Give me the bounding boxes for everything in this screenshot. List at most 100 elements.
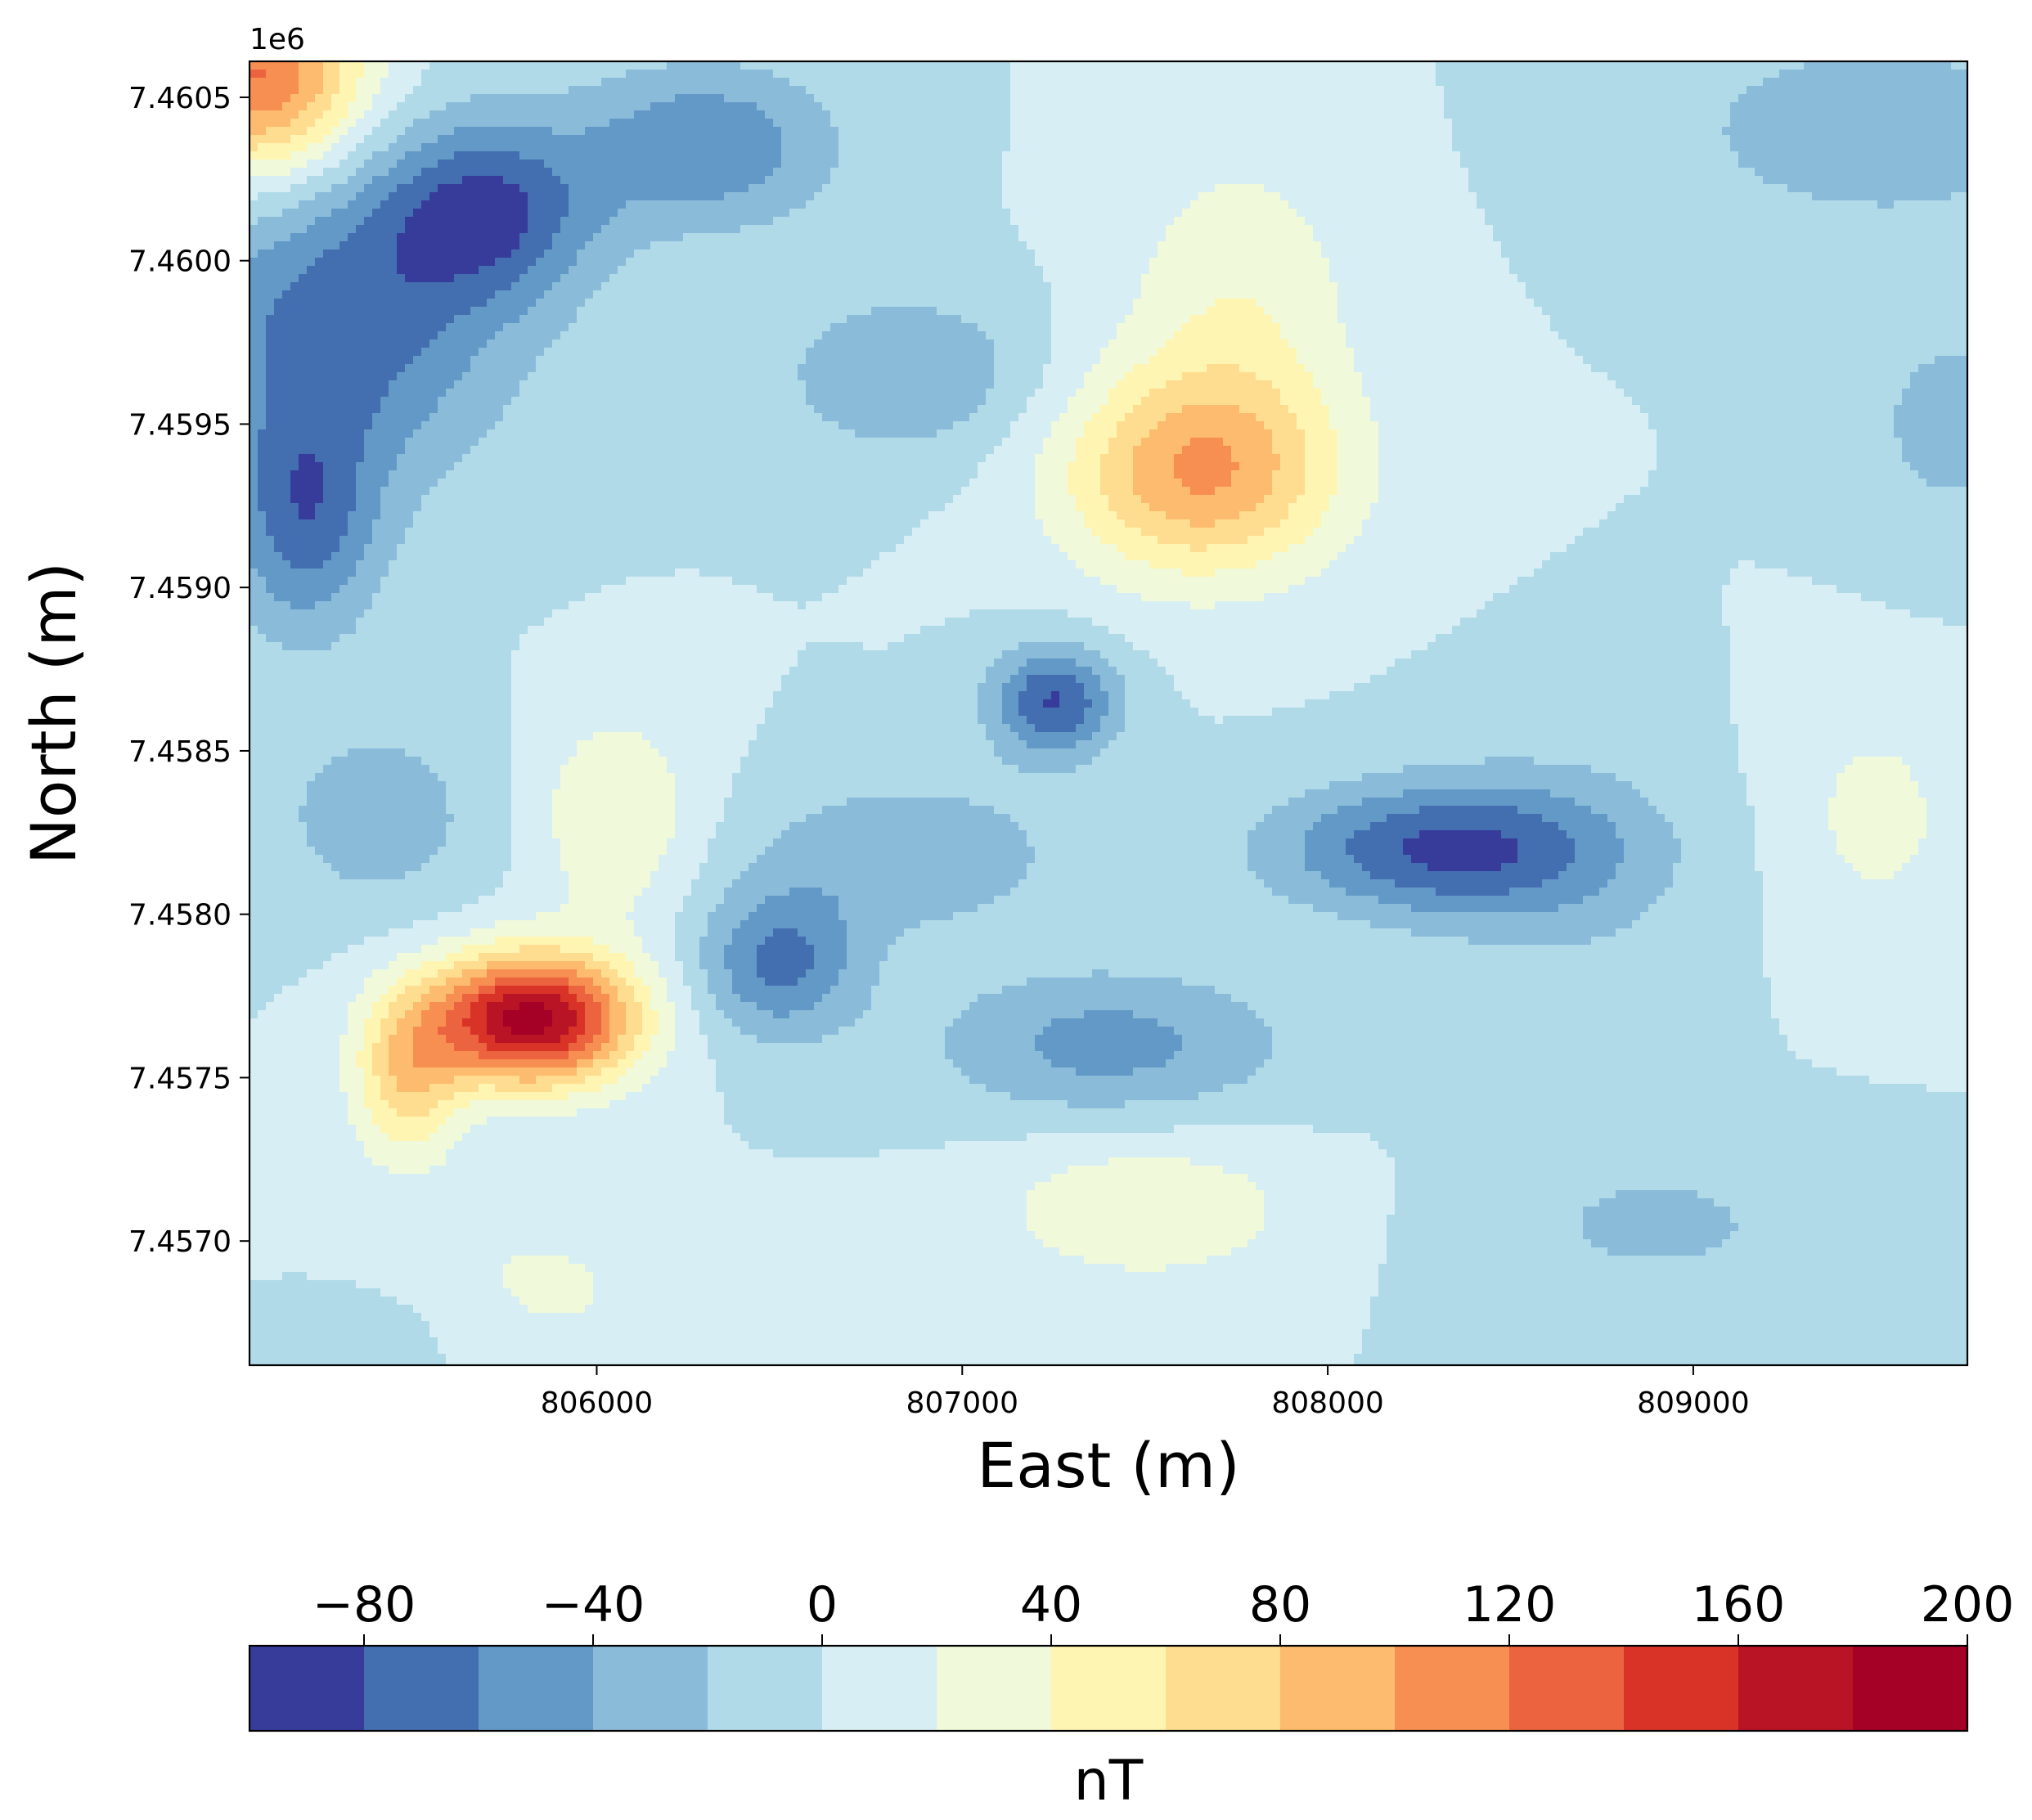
contour-cell bbox=[1068, 470, 1101, 479]
contour-cell bbox=[675, 912, 708, 921]
contour-cell bbox=[364, 438, 406, 447]
contour-cell bbox=[757, 1035, 823, 1044]
contour-cell bbox=[250, 487, 258, 496]
contour-cell bbox=[1591, 1239, 1723, 1248]
contour-cell bbox=[250, 683, 512, 692]
contour-cell bbox=[274, 307, 471, 316]
contour-cell bbox=[716, 1059, 954, 1068]
contour-cell bbox=[405, 94, 471, 103]
contour-cell bbox=[577, 1059, 594, 1068]
contour-cell bbox=[1141, 438, 1191, 447]
contour-cell bbox=[1018, 699, 1044, 708]
contour-cell bbox=[1305, 479, 1338, 488]
contour-cell bbox=[250, 1288, 381, 1297]
contour-cell bbox=[994, 446, 1044, 455]
contour-cell bbox=[528, 217, 561, 226]
contour-cell bbox=[569, 1002, 586, 1011]
contour-cell bbox=[446, 1149, 774, 1158]
contour-cell bbox=[323, 961, 389, 970]
contour-cell bbox=[250, 871, 340, 880]
contour-cell bbox=[1730, 577, 1813, 586]
contour-cell bbox=[339, 119, 357, 128]
contour-cell bbox=[618, 969, 635, 978]
contour-cell bbox=[781, 135, 839, 144]
contour-cell bbox=[250, 127, 267, 136]
contour-cell bbox=[1657, 896, 1764, 905]
contour-cell bbox=[364, 1018, 381, 1027]
contour-cell bbox=[969, 413, 1019, 422]
contour-cell bbox=[1027, 1133, 1371, 1142]
contour-cell bbox=[1133, 405, 1183, 414]
contour-cell bbox=[1337, 479, 1379, 488]
contour-cell bbox=[258, 217, 316, 226]
contour-cell bbox=[250, 626, 258, 635]
contour-cell bbox=[847, 577, 1101, 586]
contour-cell bbox=[1763, 961, 1967, 970]
contour-cell bbox=[806, 937, 847, 946]
contour-cell bbox=[1787, 184, 1967, 193]
contour-cell bbox=[708, 1043, 946, 1052]
contour-cell bbox=[356, 560, 389, 569]
contour-cell bbox=[814, 192, 1003, 201]
contour-cell bbox=[773, 593, 823, 602]
contour-cell bbox=[1370, 1133, 1967, 1142]
contour-cell bbox=[1632, 397, 1903, 406]
contour-cell bbox=[446, 470, 978, 479]
contour-cell bbox=[462, 994, 479, 1003]
contour-cell bbox=[1926, 806, 1967, 815]
contour-cell bbox=[1264, 421, 1297, 430]
contour-cell bbox=[847, 315, 962, 324]
contour-cell bbox=[1158, 249, 1322, 258]
contour-cell bbox=[1436, 61, 1805, 70]
contour-cell bbox=[519, 642, 807, 651]
contour-cell bbox=[250, 1296, 398, 1305]
contour-cell bbox=[454, 462, 978, 471]
contour-cell bbox=[732, 1125, 1175, 1134]
contour-cell bbox=[1673, 879, 1764, 888]
contour-cell bbox=[552, 1010, 578, 1019]
contour-cell bbox=[1387, 1256, 1967, 1265]
contour-cell bbox=[724, 896, 766, 905]
contour-cell bbox=[1092, 413, 1126, 422]
contour-cell bbox=[339, 871, 406, 880]
contour-cell bbox=[577, 1108, 725, 1117]
contour-cell bbox=[1051, 1174, 1248, 1183]
contour-cell bbox=[348, 1108, 373, 1117]
contour-cell bbox=[569, 879, 651, 888]
contour-cell bbox=[699, 568, 864, 577]
contour-cell bbox=[814, 339, 995, 348]
contour-cell bbox=[1738, 94, 1967, 103]
contour-cell bbox=[1509, 266, 1967, 275]
contour-cell bbox=[1174, 675, 1371, 684]
contour-cell bbox=[1517, 274, 1967, 283]
contour-cell bbox=[1861, 871, 1895, 880]
contour-cell bbox=[348, 127, 373, 136]
contour-cell bbox=[1362, 1337, 1967, 1346]
contour-cell bbox=[1444, 86, 1747, 95]
contour-cell bbox=[438, 160, 545, 169]
contour-cell bbox=[1755, 806, 1829, 815]
contour-cell bbox=[1926, 479, 1967, 488]
colorbar-swatch bbox=[1624, 1646, 1739, 1731]
contour-cell bbox=[250, 552, 283, 561]
contour-cell bbox=[372, 1059, 389, 1068]
contour-cell bbox=[593, 732, 643, 741]
contour-cell bbox=[389, 61, 430, 70]
contour-cell bbox=[1501, 830, 1567, 839]
contour-cell bbox=[626, 577, 733, 586]
contour-cell bbox=[421, 348, 479, 357]
contour-cell bbox=[978, 323, 1052, 332]
contour-cell bbox=[593, 937, 643, 946]
contour-cell bbox=[1624, 847, 1682, 856]
contour-cell bbox=[339, 241, 398, 250]
contour-cell bbox=[1280, 323, 1346, 332]
contour-cell bbox=[1894, 200, 1967, 209]
contour-cell bbox=[356, 119, 381, 128]
contour-cell bbox=[397, 454, 463, 463]
contour-cell bbox=[519, 945, 561, 954]
contour-cell bbox=[307, 789, 447, 798]
contour-cell bbox=[1387, 1231, 1584, 1240]
contour-cell bbox=[479, 1035, 496, 1044]
contour-cell bbox=[1149, 650, 1412, 659]
contour-cell bbox=[372, 1067, 389, 1076]
